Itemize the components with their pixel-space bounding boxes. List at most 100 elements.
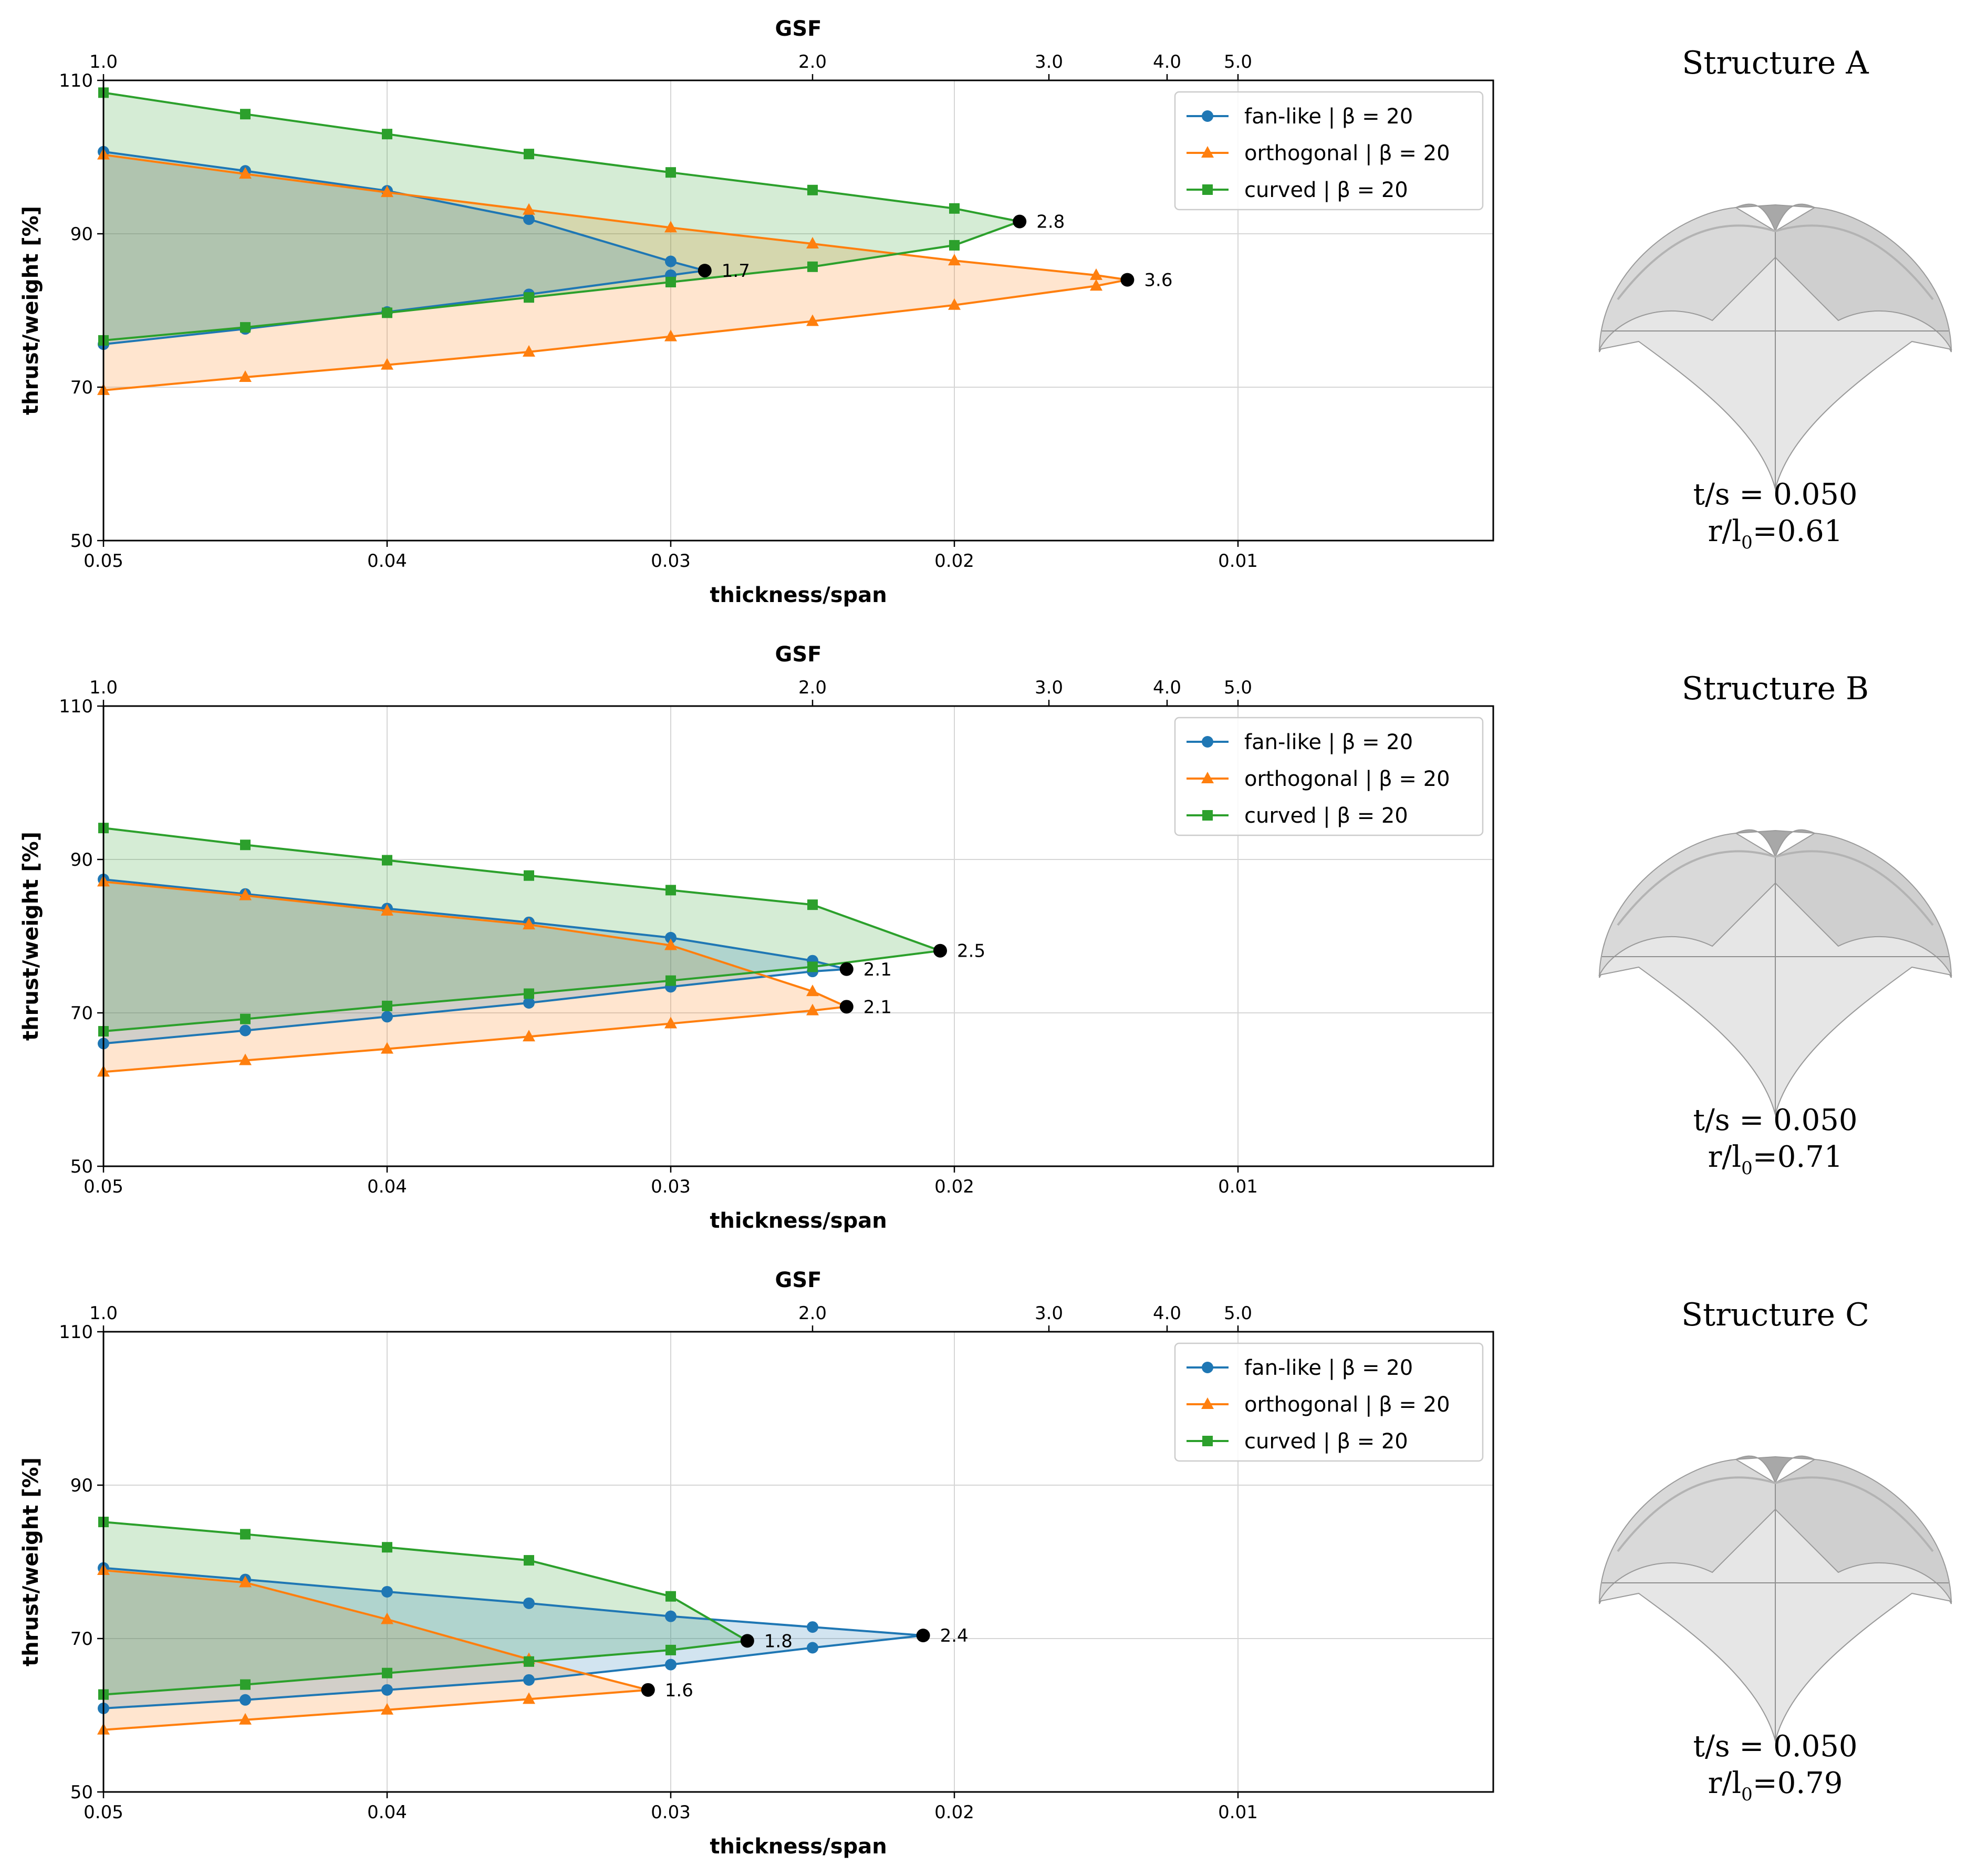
data-point-curved: [665, 975, 676, 986]
data-point-orth: [664, 221, 677, 233]
top-tick-label: 1.0: [89, 677, 118, 698]
top-tick-label: 5.0: [1224, 1303, 1252, 1324]
data-point-orth: [239, 1713, 252, 1725]
top-tick-label: 2.0: [798, 51, 827, 72]
legend-marker-orth: [1201, 146, 1214, 158]
top-tick-label: 1.0: [89, 51, 118, 72]
x-tick-label: 0.04: [367, 551, 407, 572]
y-tick-label: 70: [70, 377, 93, 398]
legend-label-curved: curved | β = 20: [1244, 1429, 1408, 1454]
limit-point-orth: [641, 1683, 655, 1697]
top-tick-label: 1.0: [89, 1303, 118, 1324]
data-point-orth: [523, 1030, 535, 1042]
y-tick-label: 50: [70, 1782, 93, 1803]
series-line-curved-upper: [103, 1521, 748, 1642]
data-point-orth: [806, 1003, 819, 1015]
data-point-orth: [664, 329, 677, 341]
data-point-fan: [523, 1674, 535, 1686]
data-point-fan: [807, 1642, 818, 1654]
data-point-fan: [240, 1024, 251, 1037]
data-point-orth: [948, 254, 961, 266]
legend-label-fan: fan-like | β = 20: [1244, 730, 1413, 754]
y-axis-label: thrust/weight [%]: [19, 832, 43, 1041]
x-tick-label: 0.05: [84, 551, 123, 572]
legend-label-curved: curved | β = 20: [1244, 804, 1408, 828]
data-point-curved: [524, 1656, 534, 1667]
data-point-curved: [665, 885, 676, 896]
chart-panel-1: 1.7 3.6 2.8 0.05 0.04 0.03 0.02 0.01 50 70 90 1101.…: [19, 17, 1494, 607]
data-point-orth: [1090, 279, 1102, 291]
structure-radius-value: =0.71: [1753, 1140, 1843, 1174]
vault-ribs: [1602, 1483, 1949, 1740]
area-curved: [103, 1522, 747, 1695]
x-tick-label: 0.03: [651, 1176, 691, 1197]
data-point-curved: [240, 1529, 251, 1540]
y-tick-label: 110: [59, 696, 93, 717]
vault-image: [1598, 1455, 1952, 1743]
structure-radius-value: =0.61: [1753, 514, 1843, 548]
series-line-curved-lower: [103, 220, 1020, 341]
data-point-fan: [665, 931, 677, 944]
top-axis-label: GSF: [775, 17, 822, 41]
data-point-curved: [382, 1000, 392, 1011]
legend-marker-orth: [1201, 1397, 1214, 1409]
data-point-orth: [381, 1703, 393, 1715]
legend-marker-fan: [1202, 1362, 1213, 1373]
limit-point-curved: [933, 944, 947, 958]
limit-point-fan: [839, 962, 854, 976]
structure-radius-sub: 0: [1741, 1784, 1753, 1805]
y-axis-label: thrust/weight [%]: [19, 206, 43, 415]
plot-frame: [102, 705, 1494, 1167]
data-point-curved: [665, 1644, 676, 1655]
data-point-curved: [240, 839, 251, 851]
legend: fan-like | β = 20 orthogonal | β = 20 curv…: [1174, 91, 1484, 211]
data-point-orth: [948, 298, 961, 310]
limit-point-fan: [698, 264, 712, 278]
data-point-orth: [806, 236, 819, 248]
vault-arch-top: [1617, 224, 1934, 300]
legend-label-orth: orthogonal | β = 20: [1244, 767, 1450, 791]
legend-marker-orth: [1201, 772, 1214, 783]
top-tick-label: 3.0: [1035, 677, 1063, 698]
legend-marker-curved: [1202, 810, 1213, 821]
data-point-orth: [381, 185, 393, 198]
structure-radius-prefix: r/l: [1708, 1766, 1742, 1800]
data-point-orth: [523, 345, 535, 357]
limit-point-curved: [740, 1634, 754, 1648]
top-tick-label: 2.0: [798, 1303, 827, 1324]
structure-thickness: t/s = 0.050: [1693, 478, 1858, 512]
x-tick-label: 0.04: [367, 1176, 407, 1197]
legend-label-fan: fan-like | β = 20: [1244, 105, 1413, 129]
data-point-orth: [806, 314, 819, 326]
legend-marker-fan: [1202, 110, 1213, 122]
area-curved: [103, 92, 1020, 340]
data-point-curved: [382, 1667, 392, 1678]
legend-label-orth: orthogonal | β = 20: [1244, 141, 1450, 165]
data-point-fan: [807, 1621, 818, 1633]
area-fan: [103, 151, 705, 345]
data-point-curved: [665, 276, 676, 287]
data-point-orth: [381, 1042, 393, 1054]
x-tick-label: 0.01: [1218, 1802, 1258, 1823]
data-point-fan: [381, 1585, 393, 1598]
data-point-orth: [239, 1576, 252, 1588]
data-point-orth: [381, 1612, 393, 1624]
data-point-orth: [239, 1053, 252, 1065]
data-point-curved: [807, 184, 818, 195]
series-line-curved-upper: [103, 91, 1020, 223]
vault-ribs: [1602, 857, 1949, 1114]
x-axis-label: thickness/span: [710, 1209, 887, 1233]
x-tick-label: 0.02: [934, 551, 974, 572]
x-tick-label: 0.03: [651, 1802, 691, 1823]
top-tick-label: 5.0: [1224, 51, 1252, 72]
y-tick-label: 110: [59, 70, 93, 91]
y-tick-label: 90: [70, 1475, 93, 1496]
data-point-fan: [523, 1597, 535, 1609]
legend-label-orth: orthogonal | β = 20: [1244, 1393, 1450, 1417]
limit-point-orth: [839, 1000, 854, 1014]
data-point-fan: [665, 1610, 677, 1622]
x-tick-label: 0.05: [84, 1802, 123, 1823]
data-point-curved: [949, 203, 960, 214]
